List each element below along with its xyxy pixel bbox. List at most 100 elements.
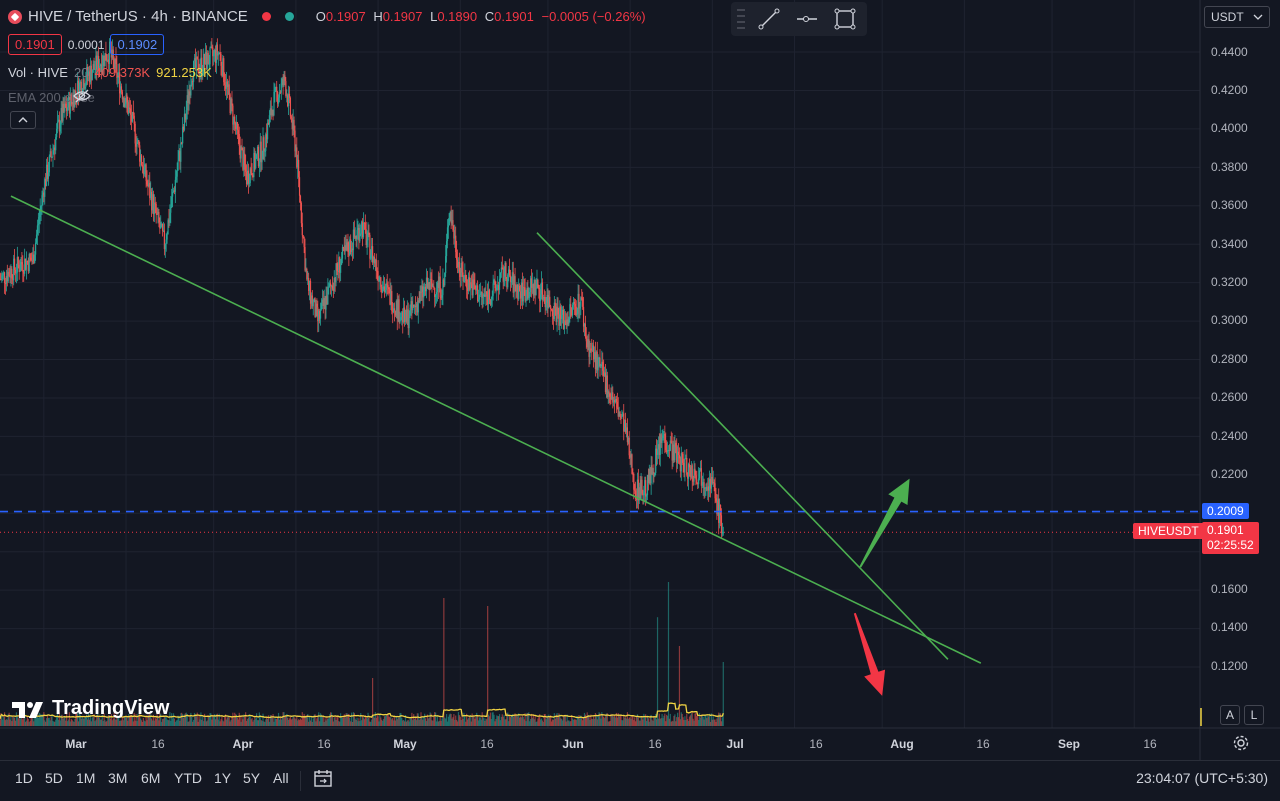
candle-body [121, 91, 123, 100]
volume-ma-value: 921.253K [156, 65, 212, 80]
volume-bar [63, 718, 65, 726]
candle-body [107, 59, 109, 62]
volume-bar [708, 716, 710, 726]
candle-body [392, 310, 394, 313]
candle-body [133, 115, 135, 124]
hline-price-tag[interactable]: 0.2009 [1202, 503, 1249, 519]
horizontal-ray-button[interactable] [793, 5, 821, 33]
trendline [536, 232, 949, 660]
ema-legend[interactable]: EMA 200 close [8, 89, 95, 106]
volume-bar [339, 721, 341, 726]
candle-body [545, 302, 547, 308]
volume-bar [619, 714, 621, 726]
line-tool-button[interactable] [755, 5, 783, 33]
volume-bar [37, 717, 39, 726]
volume-bar [457, 712, 460, 726]
volume-bar [261, 720, 263, 726]
candle-body [685, 457, 687, 459]
volume-bar [51, 714, 53, 726]
timeframe-5y[interactable]: 5Y [243, 770, 261, 786]
timeframe-6m[interactable]: 6M [141, 770, 161, 786]
price-chart[interactable] [0, 0, 1280, 760]
candle-body [687, 474, 689, 479]
volume-bar [358, 718, 360, 726]
candle-body [218, 52, 220, 54]
candle-body [280, 83, 282, 93]
date-range-button[interactable] [313, 768, 333, 791]
log-scale-button[interactable]: L [1244, 705, 1264, 725]
candle-body [529, 278, 532, 293]
line-tool-icon [758, 8, 780, 30]
time-tick: 16 [151, 737, 165, 751]
timeframe-1y[interactable]: 1Y [214, 770, 232, 786]
timeframe-5d[interactable]: 5D [45, 770, 63, 786]
candle-body [472, 279, 474, 296]
currency-select[interactable]: USDT [1204, 6, 1270, 28]
candle-body [638, 487, 640, 501]
candle-body [698, 478, 700, 485]
volume-bar [257, 720, 260, 726]
volume-bar [305, 715, 307, 726]
candle-body [691, 465, 693, 481]
candle-body [2, 273, 4, 276]
volume-bar [590, 714, 592, 726]
timeframe-1m[interactable]: 1M [76, 770, 96, 786]
rectangle-tool-button[interactable] [831, 5, 859, 33]
candle-body [14, 258, 16, 270]
candle-body [302, 235, 304, 237]
volume-bar [29, 720, 31, 726]
timeframe-ytd[interactable]: YTD [174, 770, 202, 786]
volume-bar [480, 719, 482, 726]
settings-button[interactable] [1232, 734, 1250, 755]
volume-bar [595, 714, 597, 726]
candle-body [350, 239, 352, 252]
timeframe-all[interactable]: All [273, 770, 289, 786]
candle-body [69, 94, 71, 114]
candle-body [614, 400, 616, 403]
volume-legend[interactable]: Vol · HIVE 20 409.373K 921.253K [8, 65, 212, 80]
up-arrow [859, 478, 910, 568]
toolbar-drag-handle[interactable] [737, 9, 745, 29]
volume-bar [0, 713, 2, 726]
candle-body [297, 159, 299, 168]
candle-body [282, 78, 284, 86]
candle-body [143, 167, 145, 175]
volume-bar [38, 712, 40, 726]
candle-body [621, 415, 623, 418]
volume-bar [92, 717, 94, 726]
timeframe-1d[interactable]: 1D [15, 770, 33, 786]
candle-body [259, 141, 261, 162]
clock[interactable]: 23:04:07 (UTC+5:30) [1136, 770, 1268, 786]
collapse-legend-button[interactable] [10, 111, 36, 129]
candle-body [563, 320, 565, 330]
candle-body [438, 276, 440, 288]
volume-bar [36, 715, 39, 726]
candle-body [233, 116, 235, 125]
timeframe-3m[interactable]: 3M [108, 770, 128, 786]
candle-body [287, 93, 290, 106]
price-tick: 0.1200 [1211, 659, 1248, 673]
candle-body [592, 345, 594, 351]
candle-body [719, 504, 722, 516]
volume-bar [645, 714, 647, 726]
candle-body [531, 284, 534, 288]
candle-body [130, 114, 133, 122]
volume-bar [700, 714, 702, 726]
bid-price[interactable]: 0.1901 [8, 34, 62, 55]
symbol-title[interactable]: HIVE / TetherUS · 4h · BINANCE [28, 8, 248, 25]
candle-body [486, 291, 488, 295]
candle-body [241, 147, 243, 151]
ask-price[interactable]: 0.1902 [110, 34, 165, 55]
auto-scale-button[interactable]: A [1220, 705, 1240, 725]
candle-body [119, 72, 121, 94]
candle-body [495, 288, 497, 290]
candle-body [158, 211, 160, 223]
candle-body [434, 287, 436, 298]
tradingview-logo[interactable]: TradingView [12, 697, 169, 720]
candle-body [35, 242, 37, 255]
candle-body [24, 258, 26, 274]
eye-crossed-icon[interactable] [72, 89, 91, 106]
volume-bar [214, 719, 217, 726]
candle-body [437, 282, 439, 288]
volume-bar [239, 715, 241, 726]
